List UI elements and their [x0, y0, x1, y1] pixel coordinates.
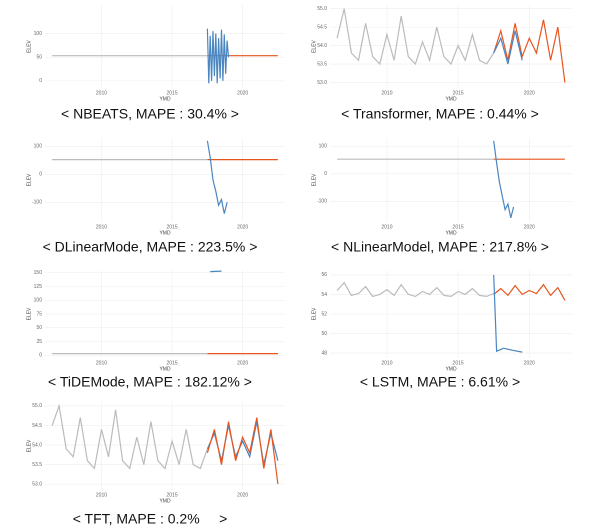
- y-tick-label: 54.5: [317, 24, 327, 30]
- y-tick-label: 50: [36, 325, 42, 331]
- y-tick-label: 75: [36, 311, 42, 317]
- y-axis-title: ELEV: [26, 439, 32, 452]
- y-tick-label: 55.0: [32, 403, 42, 409]
- caption: < TiDEMode, MAPE : 182.12% >: [48, 374, 252, 390]
- x-axis-title: YMD: [445, 366, 457, 372]
- y-tick-label: 52: [321, 311, 327, 317]
- x-tick-label: 2010: [96, 90, 107, 96]
- x-axis-title: YMD: [445, 230, 457, 236]
- y-axis-title: ELEV: [311, 307, 317, 320]
- x-tick-label: 2010: [96, 224, 107, 230]
- x-axis-title: YMD: [159, 498, 171, 504]
- y-axis-title: ELEV: [26, 307, 32, 320]
- y-tick-label: 100: [319, 144, 328, 150]
- y-tick-label: 0: [39, 353, 42, 359]
- x-tick-label: 2020: [524, 360, 535, 366]
- y-tick-label: 25: [36, 339, 42, 345]
- series-line: [336, 281, 494, 298]
- x-axis-title: YMD: [445, 96, 457, 102]
- panel: 0 50 100 2010 2015 2020 YMD ELEV < NBEATS, MAPE …: [26, 5, 285, 122]
- x-tick-label: 2010: [381, 90, 392, 96]
- y-tick-label: 125: [34, 284, 43, 290]
- panel: 53.0 53.5 54.0 54.5 55.0 2010 2015 2020 YMD ELEV <…: [26, 402, 285, 527]
- y-tick-label: 53.5: [32, 462, 42, 468]
- y-axis-title: ELEV: [26, 39, 32, 52]
- x-tick-label: 2015: [453, 360, 464, 366]
- x-tick-label: 2015: [166, 492, 177, 498]
- y-axis-title: ELEV: [311, 39, 317, 52]
- y-tick-label: 56: [321, 272, 327, 278]
- panel: 53.0 53.5 54.0 54.5 55.0 2010 2015 2020 YMD ELEV <…: [311, 5, 572, 122]
- caption: < DLinearMode, MAPE : 223.5% >: [43, 239, 258, 255]
- y-tick-label: 48: [321, 350, 327, 356]
- x-axis-title: YMD: [159, 230, 171, 236]
- x-tick-label: 2020: [237, 492, 248, 498]
- caption: < TFT, MAPE : 0.2% >: [73, 511, 228, 527]
- y-tick-label: 53.0: [32, 481, 42, 487]
- x-tick-label: 2015: [166, 224, 177, 230]
- caption: < NLinearModel, MAPE : 217.8% >: [331, 239, 549, 255]
- x-tick-label: 2015: [453, 90, 464, 96]
- x-tick-label: 2015: [453, 224, 464, 230]
- x-tick-label: 2020: [237, 90, 248, 96]
- panel: -100 0 100 2010 2015 2020 YMD ELEV < DLinearMode…: [26, 138, 285, 255]
- y-tick-label: 100: [34, 144, 43, 150]
- caption: < NBEATS, MAPE : 30.4% >: [61, 106, 239, 122]
- x-tick-label: 2010: [96, 492, 107, 498]
- x-tick-label: 2010: [381, 360, 392, 366]
- panel: 0 25 50 75 100 125 150 2010 2015 2020 YMD ELEV < TiD…: [26, 270, 285, 390]
- series-line: [493, 19, 566, 83]
- series-line: [493, 140, 515, 219]
- y-tick-label: 0: [39, 78, 42, 84]
- y-axis-title: ELEV: [26, 173, 32, 186]
- series-line: [206, 140, 228, 214]
- series-line: [493, 274, 523, 353]
- caption: < Transformer, MAPE : 0.44% >: [341, 106, 539, 122]
- y-tick-label: 54.5: [32, 423, 42, 429]
- x-tick-label: 2020: [237, 224, 248, 230]
- series-line: [206, 28, 230, 84]
- x-tick-label: 2010: [96, 360, 107, 366]
- x-axis-title: YMD: [159, 96, 171, 102]
- x-tick-label: 2015: [166, 90, 177, 96]
- y-tick-label: -100: [317, 199, 327, 205]
- y-tick-label: 55.0: [317, 6, 327, 12]
- series-line: [51, 403, 208, 470]
- series-line: [493, 30, 523, 65]
- y-tick-label: 53.5: [317, 61, 327, 67]
- y-tick-label: 54.0: [32, 442, 42, 448]
- y-tick-label: 0: [324, 171, 327, 177]
- y-axis-title: ELEV: [311, 173, 317, 186]
- y-tick-label: 53.0: [317, 80, 327, 86]
- x-tick-label: 2020: [524, 90, 535, 96]
- y-tick-label: 100: [34, 31, 43, 37]
- series-line: [210, 270, 222, 273]
- x-tick-label: 2010: [381, 224, 392, 230]
- y-tick-label: 54.0: [317, 43, 327, 49]
- y-tick-label: 50: [36, 54, 42, 60]
- y-tick-label: -100: [32, 200, 42, 206]
- y-tick-label: 54: [321, 292, 327, 298]
- caption: < LSTM, MAPE : 6.61% >: [360, 374, 520, 390]
- y-tick-label: 0: [39, 172, 42, 178]
- panel: -100 0 100 2010 2015 2020 YMD ELEV < NLinearMode…: [311, 138, 572, 255]
- series-line: [493, 283, 566, 301]
- x-tick-label: 2015: [166, 360, 177, 366]
- x-tick-label: 2020: [237, 360, 248, 366]
- y-tick-label: 50: [321, 331, 327, 337]
- x-tick-label: 2020: [524, 224, 535, 230]
- series-line: [206, 417, 279, 485]
- x-axis-title: YMD: [159, 366, 171, 372]
- y-tick-label: 150: [34, 270, 43, 276]
- y-tick-label: 100: [34, 298, 43, 304]
- series-line: [336, 8, 495, 66]
- panel: 48 50 52 54 56 2010 2015 2020 YMD ELEV < LSTM, MAP…: [311, 270, 572, 390]
